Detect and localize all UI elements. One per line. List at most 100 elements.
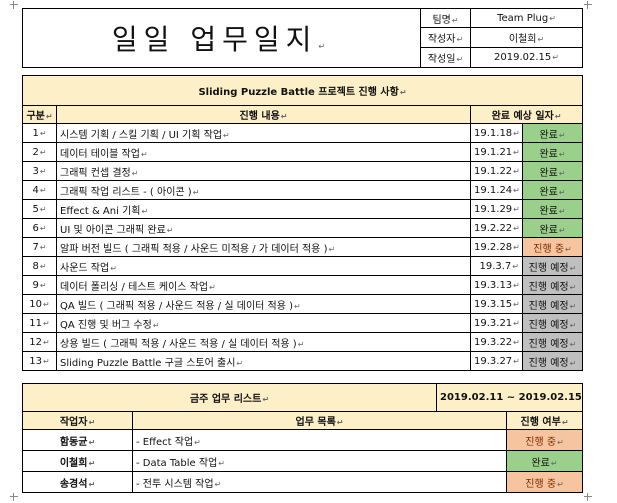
col-header-worker: 작업자↵	[22, 411, 133, 430]
date-label: 작성일↵	[420, 47, 471, 68]
weekly-title: 금주 업무 리스트↵	[21, 383, 438, 412]
row-content: QA 진행 및 버그 수정↵	[56, 313, 471, 333]
task-item: - Data Table 작업↵	[131, 450, 508, 472]
table-row: 이철희↵ - Data Table 작업↵ 완료↵	[22, 450, 584, 472]
row-date: 19.2.28↵	[470, 237, 523, 257]
task-item: - Effect 작업↵	[131, 429, 508, 451]
status-badge: 완료↵	[521, 142, 584, 162]
row-date: 19.1.24↵	[470, 180, 523, 200]
row-date: 19.2.22↵	[470, 218, 523, 238]
crop-mark-bottom-right	[584, 493, 592, 501]
col-header-date: 완료 예상 일자↵	[469, 105, 584, 124]
row-no: 5↵	[22, 199, 57, 219]
row-content: UI 및 아이콘 그래픽 완료↵	[56, 218, 471, 238]
status-badge: 완료↵	[521, 161, 584, 181]
status-badge: 완료↵	[506, 450, 584, 472]
row-date: 19.3.21↵	[470, 313, 523, 333]
table-row: 함동균↵ - Effect 작업↵ 진행 중↵	[22, 429, 584, 451]
col-header-list: 업무 목록↵	[131, 411, 508, 430]
status-badge: 진행 예정↵	[521, 294, 584, 314]
crop-mark-top-right	[584, 1, 592, 9]
status-badge: 완료↵	[521, 180, 584, 200]
status-badge: 완료↵	[521, 199, 584, 219]
col-header-no: 구분↵	[22, 105, 57, 124]
row-no: 9↵	[22, 275, 57, 295]
row-date: 19.3.15↵	[470, 294, 523, 314]
table-row: 2↵ 데이터 테이블 작업↵ 19.1.21↵ 완료↵	[22, 142, 584, 162]
page-title: 일일 업무일지↵	[22, 8, 421, 68]
table-row: 7↵ 알파 버전 빌드 ( 그래픽 적용 / 사운드 미적용 / 가 데이터 적용…	[22, 237, 584, 257]
table-row: 4↵ 그래픽 작업 리스트 - ( 아이콘 )↵ 19.1.24↵ 완료↵	[22, 180, 584, 200]
row-date: 19.1.29↵	[470, 199, 523, 219]
header-table: 일일 업무일지↵ 팀명↵ Team Plug↵ 작성자↵ 이철희↵ 작성일↵ 2…	[22, 8, 583, 68]
row-date: 19.3.13↵	[470, 275, 523, 295]
table-row: 5↵ Effect & Ani 기획↵ 19.1.29↵ 완료↵	[22, 199, 584, 219]
row-no: 12↵	[22, 332, 57, 352]
row-content: 데이터 테이블 작업↵	[56, 142, 471, 162]
table-row: 8↵ 사운드 작업↵ 19.3.7↵ 진행 예정↵	[22, 256, 584, 276]
progress-title: Sliding Puzzle Battle 프로젝트 진행 사항↵	[21, 75, 584, 106]
row-date: 19.3.27↵	[470, 351, 523, 371]
row-date: 19.1.21↵	[470, 142, 523, 162]
row-content: 데이터 폴리싱 / 테스트 케이스 작업↵	[56, 275, 471, 295]
weekly-period: 2019.02.11 ~ 2019.02.15↵	[436, 383, 584, 412]
row-no: 11↵	[22, 313, 57, 333]
table-row: 12↵ 상용 빌드 ( 그래픽 적용 / 사운드 적용 / 실 데이터 적용 )↵…	[22, 332, 584, 352]
row-content: Effect & Ani 기획↵	[56, 199, 471, 219]
date-value[interactable]: 2019.02.15↵	[470, 47, 583, 68]
table-row: 1↵ 시스템 기획 / 스킬 기획 / UI 기획 작업↵ 19.1.18↵ 완료↵	[22, 123, 584, 143]
status-badge: 진행 예정↵	[521, 351, 584, 371]
writer-label: 작성자↵	[420, 27, 471, 48]
row-date: 19.1.22↵	[470, 161, 523, 181]
status-badge: 진행 예정↵	[521, 256, 584, 276]
progress-table: Sliding Puzzle Battle 프로젝트 진행 사항↵ 구분↵ 진행…	[21, 75, 584, 371]
row-no: 8↵	[22, 256, 57, 276]
status-badge: 완료↵	[521, 218, 584, 238]
table-row: 10↵ QA 빌드 ( 그래픽 적용 / 사운드 적용 / 실 데이터 적용 )↵…	[22, 294, 584, 314]
status-badge: 진행 예정↵	[521, 313, 584, 333]
row-content: 시스템 기획 / 스킬 기획 / UI 기획 작업↵	[56, 123, 471, 143]
task-item: - 전투 시스템 작업↵	[131, 471, 508, 493]
worker-name: 함동균↵	[22, 429, 133, 451]
table-row: 6↵ UI 및 아이콘 그래픽 완료↵ 19.2.22↵ 완료↵	[22, 218, 584, 238]
status-badge: 완료↵	[521, 123, 584, 143]
team-label: 팀명↵	[420, 8, 471, 28]
row-content: 그래픽 작업 리스트 - ( 아이콘 )↵	[56, 180, 471, 200]
row-content: 상용 빌드 ( 그래픽 적용 / 사운드 적용 / 실 데이터 적용 )↵	[56, 332, 471, 352]
row-no: 2↵	[22, 142, 57, 162]
row-content: 알파 버전 빌드 ( 그래픽 적용 / 사운드 미적용 / 가 데이터 적용 )…	[56, 237, 471, 257]
row-no: 10↵	[22, 294, 57, 314]
row-no: 6↵	[22, 218, 57, 238]
status-badge: 진행 중↵	[521, 237, 584, 257]
crop-mark-bottom-left	[10, 493, 18, 501]
status-badge: 진행 중↵	[506, 429, 584, 451]
table-row: 13↵ Sliding Puzzle Battle 구글 스토어 출시↵ 19.3.…	[22, 351, 584, 371]
row-content: Sliding Puzzle Battle 구글 스토어 출시↵	[56, 351, 471, 371]
row-no: 3↵	[22, 161, 57, 181]
weekly-table: 금주 업무 리스트↵ 2019.02.11 ~ 2019.02.15↵ 작업자↵…	[21, 383, 584, 493]
status-badge: 진행 중↵	[506, 471, 584, 493]
table-row: 3↵ 그래픽 컨셉 결정↵ 19.1.22↵ 완료↵	[22, 161, 584, 181]
writer-value[interactable]: 이철희↵	[470, 27, 583, 48]
row-no: 4↵	[22, 180, 57, 200]
table-row: 11↵ QA 진행 및 버그 수정↵ 19.3.21↵ 진행 예정↵	[22, 313, 584, 333]
status-badge: 진행 예정↵	[521, 332, 584, 352]
row-no: 1↵	[22, 123, 57, 143]
row-no: 7↵	[22, 237, 57, 257]
table-row: 송경석↵ - 전투 시스템 작업↵ 진행 중↵	[22, 471, 584, 493]
row-content: QA 빌드 ( 그래픽 적용 / 사운드 적용 / 실 데이터 적용 )↵	[56, 294, 471, 314]
col-header-content: 진행 내용↵	[56, 105, 471, 124]
row-no: 13↵	[22, 351, 57, 371]
team-value[interactable]: Team Plug↵	[470, 8, 583, 28]
worker-name: 이철희↵	[22, 450, 133, 472]
row-date: 19.3.22↵	[470, 332, 523, 352]
status-badge: 진행 예정↵	[521, 275, 584, 295]
row-date: 19.1.18↵	[470, 123, 523, 143]
row-content: 사운드 작업↵	[56, 256, 471, 276]
crop-mark-top-left	[10, 1, 18, 9]
table-row: 9↵ 데이터 폴리싱 / 테스트 케이스 작업↵ 19.3.13↵ 진행 예정↵	[22, 275, 584, 295]
row-content: 그래픽 컨셉 결정↵	[56, 161, 471, 181]
row-date: 19.3.7↵	[470, 256, 523, 276]
col-header-status: 진행 여부↵	[506, 411, 584, 430]
